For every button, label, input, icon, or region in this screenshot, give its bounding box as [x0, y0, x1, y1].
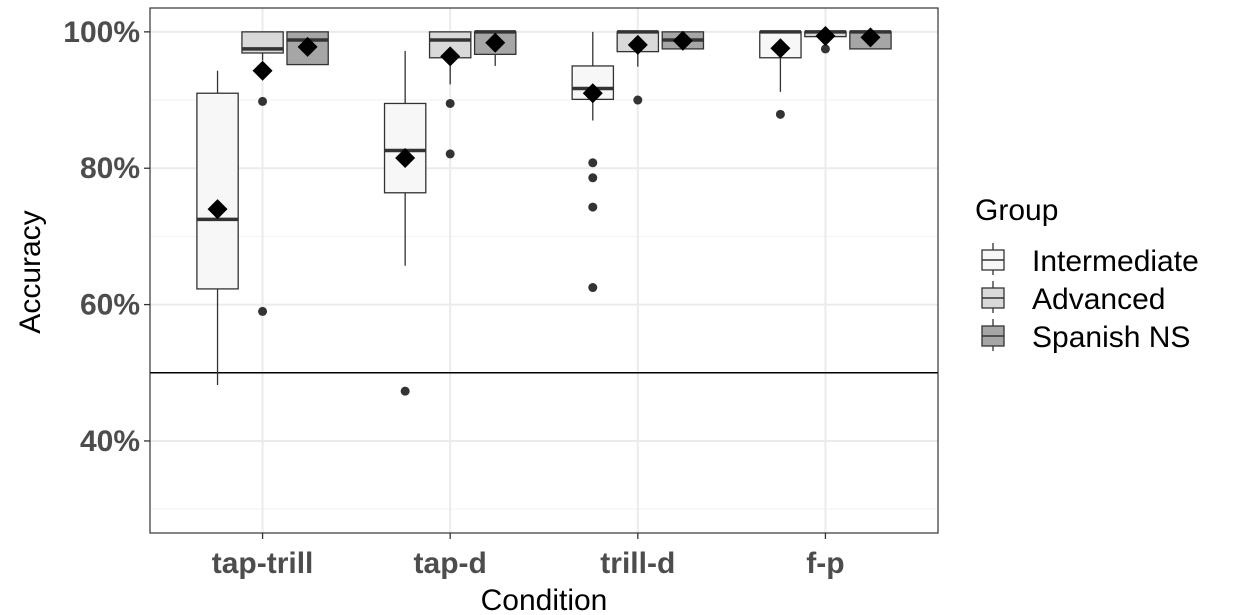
legend: Group Intermediate Advanced Spanish NS: [975, 194, 1199, 354]
legend-title: Group: [975, 194, 1058, 227]
legend-label: Advanced: [1032, 283, 1165, 316]
x-tick-label: f-p: [806, 547, 844, 580]
legend-label: Spanish NS: [1032, 321, 1190, 354]
grid-lines: [150, 8, 938, 533]
box-intermediate-tap-d: [383, 50, 427, 396]
outlier-point: [445, 149, 455, 159]
mean-marker: [770, 38, 791, 59]
y-axis: 40% 60% 80% 100%: [63, 16, 150, 458]
mean-marker: [582, 83, 603, 104]
box-advanced-tap-d: [428, 31, 472, 159]
box-iqr: [196, 92, 239, 290]
box-spanish-ns-f-p: [849, 27, 892, 50]
box-intermediate-f-p: [759, 30, 802, 119]
box-intermediate-trill-d: [571, 31, 615, 293]
mean-marker: [627, 34, 648, 55]
y-tick-label: 100%: [63, 16, 140, 49]
x-axis: tap-trill tap-d trill-d f-p: [212, 533, 845, 580]
legend-item-spanish-ns: Spanish NS: [981, 319, 1190, 354]
mean-marker: [860, 27, 881, 48]
box-spanish-ns-trill-d: [661, 30, 705, 51]
boxes: [196, 25, 892, 396]
outlier-point: [588, 202, 598, 212]
mean-marker: [252, 60, 273, 81]
mean-marker: [207, 199, 228, 220]
mean-marker: [297, 36, 318, 57]
outlier-point: [775, 109, 785, 119]
mean-marker: [395, 148, 416, 168]
outlier-point: [258, 96, 268, 106]
legend-item-intermediate: Intermediate: [981, 243, 1199, 278]
outlier-point: [400, 386, 410, 396]
x-tick-label: tap-d: [414, 547, 487, 580]
plot-panel: [150, 8, 938, 533]
box-advanced-tap-trill: [241, 31, 284, 316]
outlier-point: [258, 306, 268, 316]
y-tick-label: 40%: [80, 425, 140, 458]
y-tick-label: 80%: [80, 152, 140, 185]
mean-marker: [440, 46, 461, 67]
mean-marker: [815, 25, 836, 46]
box-advanced-f-p: [804, 25, 847, 54]
legend-label: Intermediate: [1032, 245, 1199, 278]
x-tick-label: tap-trill: [212, 547, 314, 580]
box-spanish-ns-tap-trill: [286, 31, 329, 66]
outlier-point: [820, 44, 830, 54]
outlier-point: [588, 158, 598, 168]
x-axis-title: Condition: [481, 584, 608, 615]
box-intermediate-tap-trill: [196, 70, 239, 386]
mean-marker: [672, 30, 693, 51]
x-tick-label: trill-d: [600, 547, 675, 580]
y-tick-label: 60%: [80, 289, 140, 322]
mean-marker: [485, 32, 506, 53]
outlier-point: [445, 98, 455, 108]
legend-item-advanced: Advanced: [981, 281, 1165, 316]
outlier-point: [588, 173, 598, 183]
outlier-point: [633, 95, 643, 105]
y-axis-title: Accuracy: [14, 210, 47, 333]
outlier-point: [588, 283, 598, 293]
box-advanced-trill-d: [616, 30, 660, 105]
box-spanish-ns-tap-d: [473, 30, 517, 66]
plot-border: [149, 7, 939, 534]
